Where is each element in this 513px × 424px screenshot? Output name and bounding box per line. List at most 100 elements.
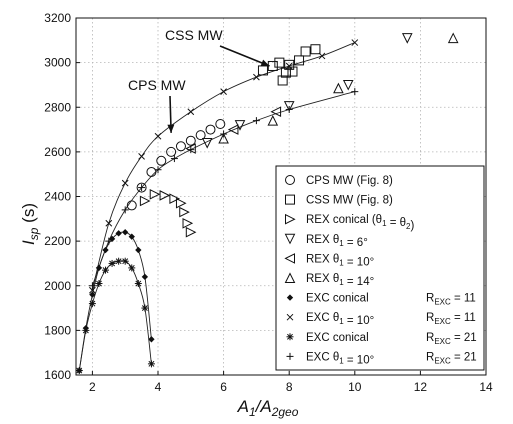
legend-item-6-marker: [286, 294, 294, 301]
y-tick-label: 3200: [44, 11, 71, 25]
series-9-point-0: [88, 282, 96, 290]
series-9-point-2: [121, 206, 129, 214]
series-0-point-9: [215, 118, 226, 129]
legend-item-6-rexc-sub: EXC: [434, 298, 451, 307]
series-1-point-5-shape: [284, 59, 295, 70]
series-3-point-3-shape: [342, 79, 354, 91]
series-1-point-3: [277, 75, 288, 86]
series-2-point-4-shape: [175, 197, 187, 209]
series-0-point-2: [146, 166, 157, 177]
series-3-point-4-shape: [401, 33, 413, 44]
series-2-point-0-shape: [139, 195, 151, 207]
series-8-point-4: [102, 266, 110, 274]
legend-item-9-label: EXC θ1 = 10°: [306, 351, 374, 366]
legend-item-1-marker: [285, 194, 295, 205]
legend-item-8-text-part: EXC conical: [306, 332, 369, 344]
y-tick-label: 1800: [44, 323, 71, 337]
series-8-point-6-stroke: [115, 258, 122, 265]
legend-item-9-subscript: 1: [339, 356, 344, 365]
series-6-point-11-shape: [148, 336, 155, 343]
x-tick-label: 2: [89, 380, 96, 394]
series-8-point-5-stroke: [109, 260, 116, 267]
series-0-point-7: [195, 130, 206, 141]
series-2-point-6-shape: [182, 217, 194, 229]
legend-item-5-text-part: REX θ: [306, 273, 339, 285]
series-7-point-2-stroke: [121, 179, 129, 187]
y-tick-label: 2800: [44, 100, 71, 114]
x-axis-label-sub2: 2geo: [271, 405, 299, 419]
series-8-point-10-stroke: [141, 305, 148, 312]
series-9-point-5: [170, 155, 178, 163]
legend-item-4-label: REX θ1 = 10°: [306, 253, 374, 268]
series-8-point-8: [128, 264, 136, 272]
series-6-point-6: [115, 230, 122, 237]
legend-item-7-rexc-value: = 11: [451, 312, 476, 324]
series-0-point-5-shape: [175, 141, 186, 152]
x-axis-label: A1/A2geo: [237, 397, 299, 419]
y-tick-label: 2600: [44, 145, 71, 159]
series-7-point-0: [89, 286, 96, 294]
legend-item-9-rexc-value: = 21: [451, 351, 477, 363]
series-7-point-2: [121, 179, 129, 187]
series-7-point-9-stroke: [318, 52, 326, 60]
series-8-point-7: [121, 257, 129, 265]
legend-item-5-label: REX θ1 = 14°: [306, 273, 374, 288]
series-2-point-5-shape: [179, 206, 190, 218]
series-0-point-0: [126, 200, 137, 211]
series-3-point-3: [342, 79, 354, 91]
series-2-point-0: [139, 195, 151, 207]
series-7-point-3-stroke: [138, 152, 145, 160]
legend-item-9-marker: [286, 352, 294, 360]
y-tick-label: 2200: [44, 234, 71, 248]
series-8-point-9: [134, 280, 142, 288]
legend-item-2-subscript: 2: [406, 222, 411, 231]
legend-item-9-rexc-main: R: [426, 351, 434, 363]
y-tick-label: 2400: [44, 190, 71, 204]
series-9-point-1: [105, 237, 113, 245]
series-7-point-6: [220, 88, 227, 95]
series-7-point-8: [285, 62, 293, 70]
series-2-point-2-shape: [159, 190, 171, 201]
series-7-point-7: [253, 73, 260, 81]
x-axis-label-sub1: 1: [249, 405, 256, 419]
x-tick-label: 6: [220, 380, 227, 394]
series-0-point-6-shape: [185, 135, 196, 146]
series-4-point-1-shape: [227, 124, 239, 135]
series-7-point-8-stroke: [285, 62, 293, 70]
marker-layer: [75, 32, 459, 375]
series-6-point-3: [95, 264, 103, 272]
legend-item-8-label: EXC conical: [306, 332, 369, 344]
legend-item-7-marker-stroke: [286, 313, 294, 321]
series-7-point-10: [351, 39, 359, 46]
y-tick-label: 1600: [44, 368, 71, 382]
series-2-point-3: [169, 193, 181, 205]
legend-item-7: EXC θ1 = 10° REXC = 11: [286, 312, 476, 327]
series-5-point-0-shape: [218, 132, 229, 144]
series-2-point-3-shape: [169, 193, 181, 205]
legend-item-2-text-part: REX conical (θ: [306, 214, 382, 226]
series-0-point-3: [156, 155, 167, 166]
series-1-point-9: [310, 44, 321, 55]
series-8-point-9-stroke: [135, 280, 142, 287]
legend-item-8-rexc-main: R: [426, 332, 434, 344]
legend-box: [275, 165, 485, 371]
legend-item-4-marker-shape: [284, 253, 295, 264]
series-8-point-1-stroke: [82, 327, 89, 334]
legend-item-7-subscript: 1: [339, 317, 344, 326]
series-5-point-3: [447, 32, 459, 44]
series-7-point-10-stroke: [351, 39, 359, 46]
series-8-point-3-stroke: [96, 280, 102, 287]
series-7-point-4-stroke: [154, 132, 162, 140]
series-0-point-5: [175, 141, 186, 152]
series-8-point-5: [108, 259, 116, 267]
legend-item-3-text-part: = 6°: [344, 237, 368, 249]
series-6-point-2: [89, 291, 96, 298]
series-5-point-1: [267, 115, 279, 126]
series-6-point-3-shape: [95, 264, 103, 272]
series-8-point-0: [75, 367, 83, 375]
y-axis-label-main: I: [19, 240, 38, 245]
series-9-point-10: [351, 88, 359, 96]
legend-item-8-marker: [286, 333, 294, 341]
series-7-point-9: [318, 52, 326, 60]
